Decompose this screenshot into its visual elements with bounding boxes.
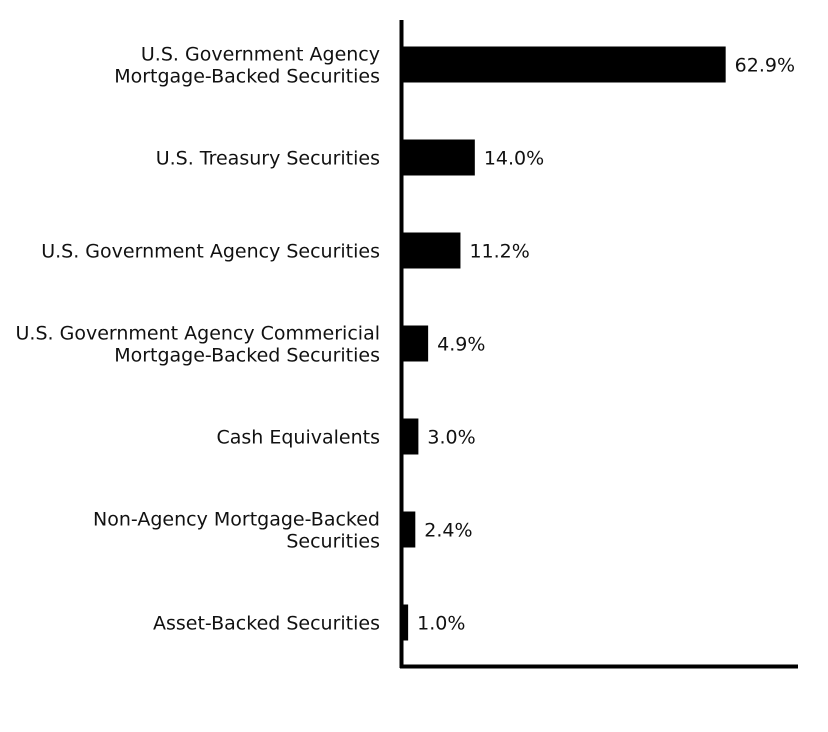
value-label-1: 14.0% xyxy=(484,148,544,170)
category-label-line: U.S. Government Agency Securities xyxy=(41,241,380,263)
value-label-0: 62.9% xyxy=(735,55,795,77)
category-label-line: Mortgage-Backed Securities xyxy=(114,66,380,88)
category-label-line: Cash Equivalents xyxy=(216,427,380,449)
category-label-2: U.S. Government Agency Securities xyxy=(41,241,380,263)
category-labels-group: U.S. Government Agency Mortgage-Backed Se… xyxy=(16,44,380,635)
value-labels-group: 62.9% 14.0% 11.2% 4.9% 3.0% 2.4% 1.0% xyxy=(417,55,795,635)
bar-4 xyxy=(403,418,419,455)
category-label-line: U.S. Government Agency Commericial xyxy=(16,323,380,345)
bar-1 xyxy=(403,139,475,176)
category-label-5: Non-Agency Mortgage-Backed Securities xyxy=(93,509,380,553)
bar-3 xyxy=(403,325,429,362)
category-label-line: Securities xyxy=(286,531,380,553)
value-label-6: 1.0% xyxy=(417,613,465,635)
bar-2 xyxy=(403,232,461,269)
category-label-4: Cash Equivalents xyxy=(216,427,380,449)
bar-0 xyxy=(403,46,726,83)
category-label-0: U.S. Government Agency Mortgage-Backed Se… xyxy=(114,44,380,88)
value-label-4: 3.0% xyxy=(427,427,475,449)
category-label-line: Mortgage-Backed Securities xyxy=(114,345,380,367)
category-label-line: U.S. Treasury Securities xyxy=(156,148,380,170)
value-label-2: 11.2% xyxy=(469,241,529,263)
category-label-line: U.S. Government Agency xyxy=(141,44,380,66)
value-label-3: 4.9% xyxy=(437,334,485,356)
category-label-3: U.S. Government Agency Commericial Mortga… xyxy=(16,323,380,367)
category-label-6: Asset-Backed Securities xyxy=(153,613,380,635)
category-label-line: Asset-Backed Securities xyxy=(153,613,380,635)
value-label-5: 2.4% xyxy=(424,520,472,542)
bar-6 xyxy=(403,604,409,641)
category-label-line: Non-Agency Mortgage-Backed xyxy=(93,509,380,531)
category-label-1: U.S. Treasury Securities xyxy=(156,148,380,170)
bar-5 xyxy=(403,511,416,548)
bars-group xyxy=(403,46,726,641)
